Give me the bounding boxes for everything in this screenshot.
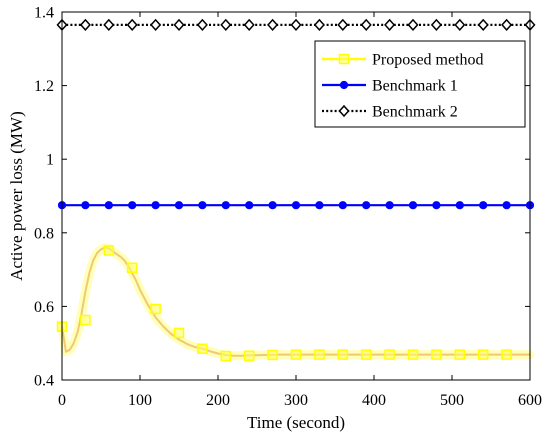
- series-1-point: [243, 350, 255, 361]
- x-tick-label: 400: [362, 392, 386, 409]
- series-2-point: [198, 201, 207, 210]
- legend-swatch-marker: [338, 104, 350, 118]
- series-3-point: [267, 18, 279, 32]
- legend-label: Proposed method: [372, 52, 484, 69]
- series-3-point: [407, 18, 419, 32]
- series-2-point: [455, 201, 464, 210]
- y-axis-label: Active power loss (MW): [7, 111, 26, 281]
- series-3-point: [220, 18, 232, 32]
- series-3-point: [477, 18, 489, 32]
- legend-label: Benchmark 2: [372, 104, 458, 121]
- series-1-point: [80, 314, 91, 326]
- series-1-point: [501, 349, 512, 360]
- legend-entry-3: Benchmark 2: [322, 104, 458, 121]
- y-tick-label: 0.8: [34, 225, 54, 242]
- series-2-point: [104, 201, 113, 210]
- series-3-point: [196, 18, 208, 32]
- x-tick-label: 300: [284, 392, 308, 409]
- y-tick-label: 1: [46, 152, 54, 169]
- series-3-point: [337, 18, 349, 32]
- x-tick-label: 600: [518, 392, 542, 409]
- y-tick-label: 0.4: [34, 373, 54, 390]
- y-tick-label: 0.6: [34, 299, 54, 316]
- series-2-point: [221, 201, 230, 210]
- x-tick-label: 200: [206, 392, 230, 409]
- series-3-point: [290, 18, 302, 32]
- series-2-point: [362, 201, 371, 210]
- series-2-point: [315, 201, 324, 210]
- legend-label: Benchmark 1: [372, 78, 458, 95]
- series-1-point: [431, 349, 442, 360]
- series-2-point: [128, 201, 137, 210]
- series-2-point: [479, 201, 488, 210]
- series-1-point: [103, 245, 115, 256]
- x-tick-label: 500: [440, 392, 464, 409]
- x-tick-label: 100: [128, 392, 152, 409]
- series-3: [56, 18, 536, 32]
- axis-ticks: 0 100 200 300 400 500 600 0.4 0.6 0.8 1 1.2 1.4: [34, 5, 542, 410]
- series-3-point: [243, 18, 255, 32]
- series-2-point: [174, 201, 184, 210]
- legend-entries: Proposed method Benchmark 1 Benchmark 2: [322, 52, 484, 121]
- series-1-point: [220, 350, 232, 362]
- y-tick-label: 1.4: [34, 5, 54, 22]
- series-2-point: [385, 201, 394, 210]
- series-2-point: [245, 201, 254, 210]
- series-3-point: [384, 18, 396, 32]
- series-3-point: [454, 18, 466, 32]
- series-2-point: [502, 201, 511, 210]
- series-1-point: [384, 349, 395, 360]
- series-1-point: [150, 303, 161, 315]
- series-2-point: [338, 201, 347, 210]
- series-3-point: [430, 18, 442, 32]
- legend-entry-1: Proposed method: [322, 52, 484, 69]
- series-3-point: [313, 18, 325, 32]
- legend-swatch-marker: [339, 80, 349, 90]
- series-1: [56, 243, 535, 362]
- series-2-point: [408, 201, 418, 210]
- series-1-point: [337, 349, 349, 360]
- series-2-point: [432, 201, 441, 210]
- x-tick-label: 0: [58, 392, 66, 409]
- legend-entry-2: Benchmark 1: [322, 78, 458, 95]
- legend: Proposed method Benchmark 1 Benchmark 2: [314, 40, 526, 128]
- legend-swatch-marker: [338, 53, 350, 65]
- series-1-point: [477, 349, 489, 360]
- series-1-point: [173, 327, 185, 339]
- series-3-point: [150, 18, 162, 32]
- series-1-point: [407, 349, 419, 360]
- series-2: [57, 201, 535, 210]
- series-3-point: [360, 18, 372, 32]
- series-layer: [56, 18, 536, 362]
- series-3-point: [126, 18, 138, 32]
- series-3-point: [103, 18, 115, 32]
- x-axis-label: Time (second): [247, 413, 345, 432]
- y-tick-label: 1.2: [34, 78, 54, 95]
- series-1-point: [314, 349, 325, 360]
- series-1-point: [290, 349, 302, 360]
- series-1-point: [126, 262, 138, 274]
- series-2-point: [291, 201, 301, 210]
- series-3-point: [501, 18, 513, 32]
- series-1-point: [454, 349, 466, 360]
- series-1-point: [197, 343, 208, 354]
- series-1-point: [360, 349, 372, 360]
- series-3-point: [173, 18, 185, 32]
- series-2-point: [268, 201, 277, 210]
- series-3-point: [79, 18, 91, 32]
- series-1-point: [267, 349, 278, 361]
- series-2-point: [151, 201, 160, 210]
- series-2-point: [81, 201, 90, 210]
